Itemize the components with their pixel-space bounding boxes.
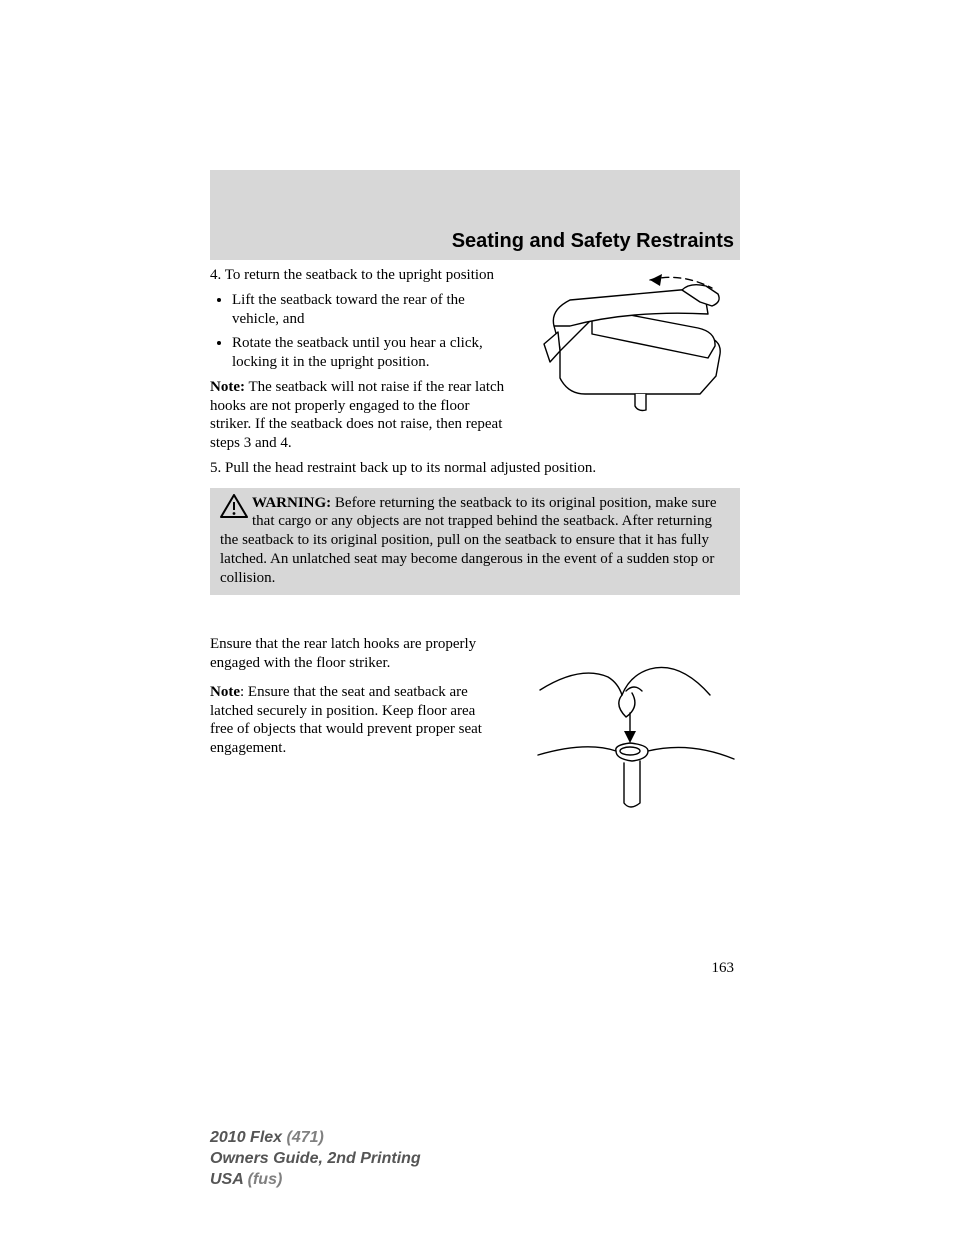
warning-icon	[220, 494, 248, 518]
page: Seating and Safety Restraints	[0, 0, 954, 1235]
footer-line-3: USA (fus)	[210, 1170, 421, 1191]
step-4-text: 4. To return the seatback to the upright…	[210, 266, 505, 453]
note-text: The seatback will not raise if the rear …	[210, 379, 504, 451]
step-4-block: 4. To return the seatback to the upright…	[210, 266, 740, 453]
note-2-label: Note	[210, 684, 240, 700]
content-area: 4. To return the seatback to the upright…	[210, 266, 740, 815]
footer-region-code: (fus)	[243, 1171, 282, 1188]
page-number: 163	[712, 960, 735, 977]
step-4-intro: 4. To return the seatback to the upright…	[210, 266, 505, 285]
seat-illustration	[530, 266, 740, 416]
note-1: Note: The seatback will not raise if the…	[210, 378, 505, 453]
note-label: Note:	[210, 379, 245, 395]
bullet-list: Lift the seatback toward the rear of the…	[210, 291, 505, 372]
footer: 2010 Flex (471) Owners Guide, 2nd Printi…	[210, 1128, 421, 1190]
lower-text: Ensure that the rear latch hooks are pro…	[210, 635, 500, 758]
footer-line-2: Owners Guide, 2nd Printing	[210, 1149, 421, 1170]
bullet-item: Rotate the seatback until you hear a cli…	[232, 334, 505, 372]
note-2-text: : Ensure that the seat and seatback are …	[210, 684, 482, 756]
bullet-item: Lift the seatback toward the rear of the…	[232, 291, 505, 329]
footer-code: (471)	[282, 1129, 324, 1146]
warning-label: WARNING:	[252, 495, 331, 511]
footer-model: 2010 Flex	[210, 1129, 282, 1146]
lower-block: Ensure that the rear latch hooks are pro…	[210, 635, 740, 815]
latch-text: Ensure that the rear latch hooks are pro…	[210, 635, 500, 673]
step-5: 5. Pull the head restraint back up to it…	[210, 459, 740, 478]
section-title: Seating and Safety Restraints	[452, 230, 734, 253]
footer-region: USA	[210, 1171, 243, 1188]
warning-box: WARNING: Before returning the seatback t…	[210, 488, 740, 596]
latch-illustration	[530, 635, 740, 815]
note-2: Note: Ensure that the seat and seatback …	[210, 683, 500, 758]
footer-line-1: 2010 Flex (471)	[210, 1128, 421, 1149]
